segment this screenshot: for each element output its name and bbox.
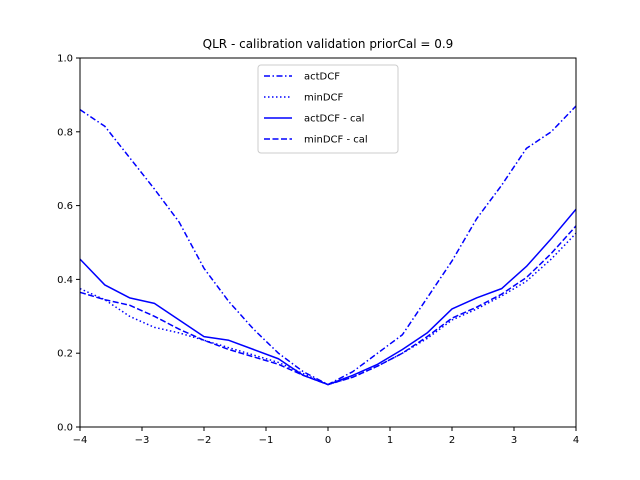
chart-title: QLR - calibration validation priorCal = … [203, 37, 454, 51]
legend-label: minDCF - cal [304, 135, 368, 146]
x-tick-label: −3 [135, 435, 150, 446]
y-tick-label: 0.6 [57, 201, 73, 212]
series-layer [79, 105, 577, 386]
y-tick-label: 0.0 [57, 423, 73, 434]
x-tick-label: 3 [511, 435, 517, 446]
legend-label: actDCF - cal [304, 114, 364, 125]
x-tick-label: −2 [197, 435, 212, 446]
x-tick-label: 0 [325, 435, 331, 446]
series-line-mindcf [79, 232, 577, 386]
series-line-actdcf-cal [79, 208, 577, 386]
x-tick-label: −1 [259, 435, 274, 446]
y-tick-label: 1.0 [57, 54, 73, 65]
x-tick-label: 4 [573, 435, 579, 446]
legend-label: actDCF [304, 72, 340, 83]
y-axis: 0.0 0.2 0.4 0.6 0.8 1.0 [57, 54, 80, 434]
series-line-mindcf-cal [79, 225, 577, 386]
y-tick-label: 0.4 [57, 275, 73, 286]
x-axis: −4 −3 −2 −1 0 1 2 3 4 [73, 427, 579, 446]
legend-box [257, 64, 399, 154]
legend-label: minDCF [304, 93, 344, 104]
x-tick-label: 2 [449, 435, 455, 446]
x-tick-label: 1 [387, 435, 393, 446]
y-tick-label: 0.8 [57, 127, 73, 138]
x-tick-label: −4 [73, 435, 88, 446]
y-tick-label: 0.2 [57, 349, 73, 360]
legend: actDCF minDCF actDCF - cal minDCF - cal [257, 64, 399, 154]
